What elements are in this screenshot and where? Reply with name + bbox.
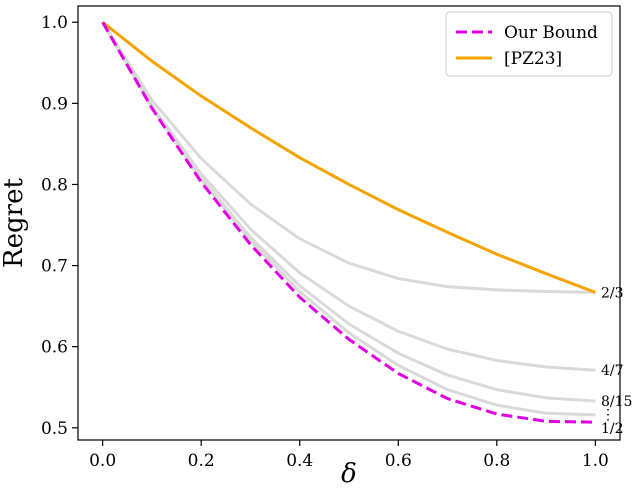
y-axis-title: Regret [0,178,29,268]
x-tick-label: 1.0 [582,451,609,471]
end-label: 2/3 [601,285,624,301]
x-tick-label: 0.4 [286,451,313,471]
x-tick-label: 0.2 [188,451,215,471]
y-tick-label: 0.8 [41,175,68,195]
x-tick-label: 0.6 [385,451,412,471]
y-tick-label: 0.9 [41,94,68,114]
y-tick-label: 0.7 [41,257,68,277]
plot-frame [77,5,621,441]
series-line-pz23 [101,21,596,294]
x-tick-label: 0.0 [89,451,116,471]
end-label: 1/2 [601,421,624,437]
series-line-gray-2 [101,21,596,372]
legend-label: Our Bound [504,23,598,43]
y-tick-label: 1.0 [41,13,68,33]
end-label: 8/15 [601,394,632,410]
legend-box [445,11,613,77]
series-line-gray-4 [101,21,596,417]
y-tick-label: 0.5 [41,419,68,439]
series-line-our-bound [101,21,596,424]
x-axis-title: δ [341,459,357,489]
y-tick-label: 0.6 [41,338,68,358]
end-label: ⋮ [601,407,615,423]
legend-label: [PZ23] [504,49,562,69]
end-label: 4/7 [601,363,624,379]
x-tick-label: 0.8 [483,451,510,471]
series-line-gray-1 [101,21,596,294]
